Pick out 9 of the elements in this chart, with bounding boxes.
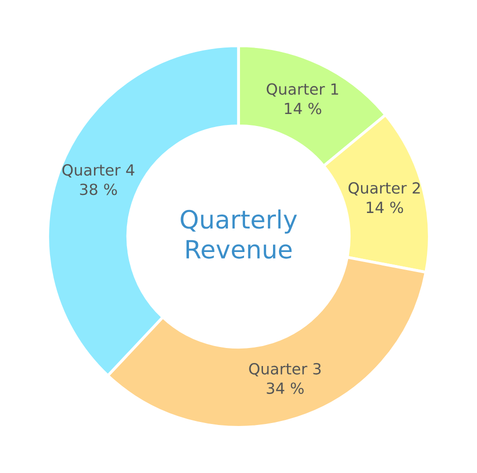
- data-label: 34 %: [266, 382, 304, 394]
- slice-label: Quarter 4: [62, 164, 134, 178]
- data-label: 14 %: [284, 102, 322, 114]
- text: Quarterly Revenue: [180, 209, 297, 259]
- data-label: 38 %: [80, 184, 117, 196]
- data-label: 14 %: [366, 202, 404, 214]
- slice-label: Quarter 3: [249, 363, 321, 376]
- slice-label: Quarter 2: [348, 182, 420, 196]
- slice-label: Quarter 1: [266, 83, 338, 97]
